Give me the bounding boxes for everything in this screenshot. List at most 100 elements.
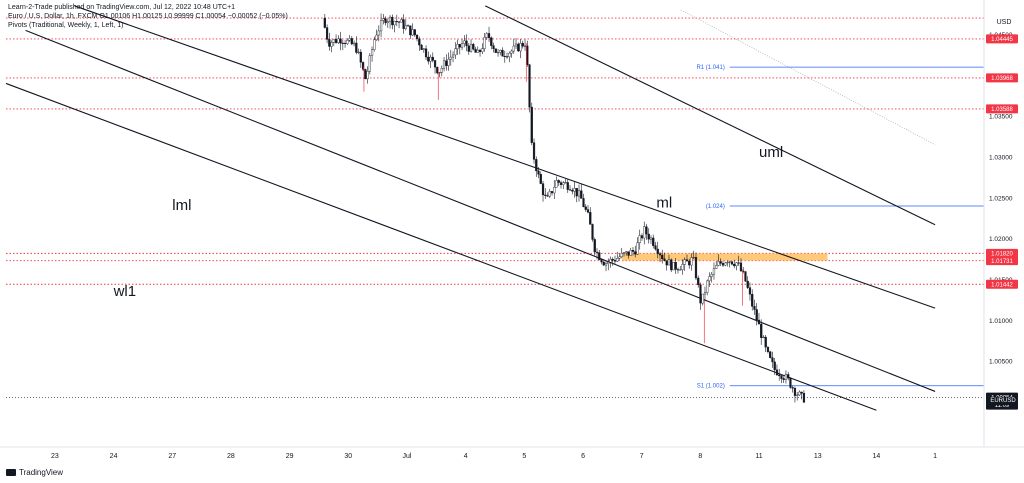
publish-line: Learn-2-Trade published on TradingView.c… [8,4,236,11]
candle-body [775,369,779,376]
candle-body [490,37,493,46]
candle-body [334,39,338,43]
candle-body [557,180,560,183]
candle-body [735,262,738,267]
candle-body [503,56,506,58]
candle-body [456,44,459,50]
candle-body [393,21,396,26]
pitchfork-line-ml [74,5,936,309]
candle-body [368,55,371,72]
candle-body [733,263,736,267]
candle-body [492,45,495,49]
candle-body [404,25,407,29]
faint-channel-line [680,9,936,145]
candle-body [481,48,484,53]
candle-body [499,49,502,53]
candle-body [411,29,414,36]
candle-body [429,56,432,62]
candle-body [568,189,572,191]
candle-body [528,64,531,108]
candle-body [584,206,587,210]
candle-body [652,237,655,246]
x-tick-label: 14 [873,453,881,460]
candle-body [604,263,608,266]
candle-body [519,43,522,52]
candle-body [721,263,725,266]
candle-body [663,258,666,261]
level-price-label: 1.01731 [991,259,1013,265]
candle-body [517,43,520,52]
candle-body [409,25,412,36]
candle-body [366,71,369,80]
candle-body [391,16,394,26]
candle-body [798,391,801,396]
candle-body [667,259,671,266]
y-tick-label: 1.02000 [989,236,1013,243]
candle-body [690,257,693,266]
candle-body [595,251,599,253]
candle-body [451,54,455,58]
candle-body [665,260,668,266]
candle-body [616,258,619,262]
candle-body [600,259,603,263]
level-price-box [986,104,1018,114]
indicator-line: Pivots (Traditional, Weekly, 1, Left, 1) [8,22,124,29]
candle-body [724,262,727,266]
level-price-box [986,279,1018,289]
candle-body [613,259,617,262]
candle-body [510,50,513,54]
candle-body [625,251,628,254]
candle-body [710,273,713,277]
candle-body [681,264,684,270]
tradingview-logo[interactable]: TradingView [6,468,63,477]
line-label-lml: lml [172,197,191,214]
candle-body [780,375,783,379]
candle-body [773,361,776,371]
candle-body [463,40,466,44]
candle-body [328,39,331,47]
candle-body [535,159,538,172]
candle-body [645,226,648,235]
candle-body [402,19,405,29]
candle-body [755,309,758,321]
x-tick-label: 28 [227,453,235,460]
x-tick-label: 8 [698,453,702,460]
line-label-ml: ml [656,195,672,212]
x-tick-label: 13 [814,453,822,460]
candle-body [577,190,581,197]
x-tick-label: 30 [344,453,352,460]
y-tick-label: 1.03500 [989,114,1013,121]
candle-body [395,21,398,23]
candle-body [508,52,511,58]
candle-body [661,254,664,260]
level-price-box [986,73,1018,83]
candle-body [699,284,702,304]
pitchfork-line-lml [25,29,936,392]
candle-body [622,252,626,254]
candle-body [449,56,452,60]
candle-body [593,239,596,253]
candle-body [726,262,729,264]
candle-body [573,188,576,192]
candle-body [339,38,342,44]
candle-body [460,43,464,48]
candle-body [467,45,470,52]
candle-body [555,180,558,188]
candle-body [643,226,646,239]
x-tick-label: 29 [286,453,294,460]
pivot-label: R1 (1.041) [696,65,724,71]
candle-body [521,43,524,47]
candle-body [728,261,731,263]
candle-body [422,48,425,50]
candle-body [494,48,497,53]
candle-body [427,56,430,62]
candle-body [703,292,707,295]
candle-body [478,49,482,53]
candle-body [496,52,500,54]
candle-body [647,233,650,240]
candle-body [760,323,763,338]
candle-body [359,51,362,63]
candle-body [694,257,698,279]
candle-body [730,261,734,265]
